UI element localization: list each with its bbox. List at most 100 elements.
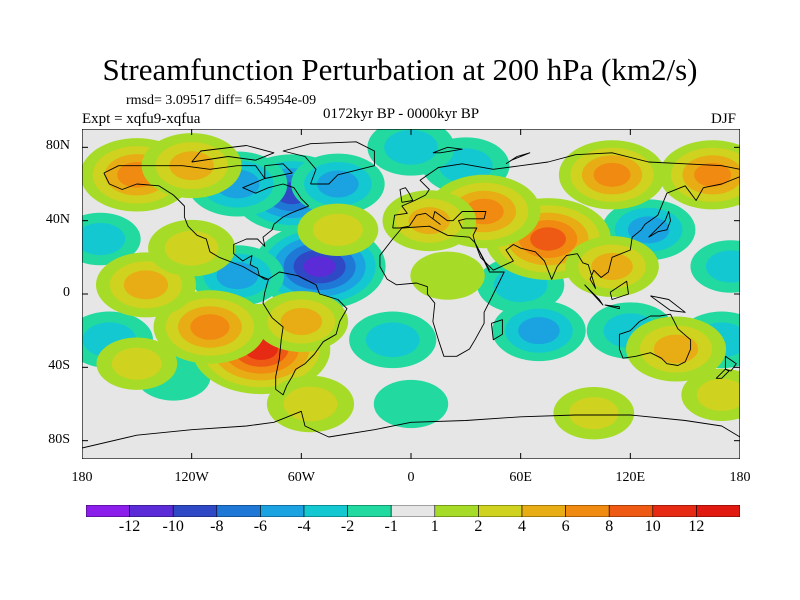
y-tick-label: 0 (63, 285, 70, 300)
x-tick-label: 0 (407, 470, 415, 485)
coastline (648, 211, 671, 238)
period-label: 0172kyr BP - 0000kyr BP (323, 106, 480, 122)
colorbar-label: -4 (297, 518, 311, 535)
field-contour (190, 314, 230, 340)
colorbar-label: 12 (688, 518, 705, 535)
coastline (474, 242, 490, 271)
colorbar-label: 8 (605, 518, 614, 535)
experiment-label: Expt = xqfu9-xqfua (82, 111, 201, 127)
coastline (392, 152, 740, 229)
colorbar-swatch (608, 505, 654, 517)
field-contour (410, 251, 485, 300)
x-tick-label: 180 (71, 470, 93, 485)
field-contour (627, 216, 670, 244)
colorbar-label: 6 (561, 518, 570, 535)
colorbar-swatch (347, 505, 392, 517)
field-contour (280, 308, 323, 335)
colorbar-swatch (565, 505, 610, 517)
stats-label: rmsd= 3.09517 diff= 6.54954e-09 (126, 93, 317, 108)
field-contour (694, 162, 732, 187)
colorbar-swatch (260, 505, 305, 517)
colorbar-swatch (521, 505, 566, 517)
field-contour (169, 151, 214, 181)
coastline (618, 313, 692, 366)
x-tick-label: 180 (729, 470, 751, 485)
season-label: DJF (711, 111, 737, 127)
colorbar-label: 10 (644, 518, 661, 535)
field-contour (384, 129, 438, 165)
field-contour (317, 170, 359, 198)
colorbar-swatch (434, 505, 479, 517)
x-tick-label: 120E (615, 470, 646, 485)
y-tick-label: 40S (48, 358, 70, 374)
colorbar-label: -8 (210, 518, 224, 535)
field-contour (408, 207, 451, 235)
field-contour (530, 227, 566, 251)
coastlines (82, 141, 740, 449)
field-contour (111, 347, 162, 380)
coastline (715, 368, 730, 379)
coastline (264, 163, 293, 179)
coastline (505, 152, 531, 165)
perturbation-field (82, 129, 740, 440)
field-contour (303, 256, 336, 277)
x-tick-label: 60E (509, 470, 532, 485)
coastline (262, 271, 348, 396)
coastline (392, 176, 740, 289)
colorbar-swatch (86, 505, 130, 517)
colorbar-label: -12 (118, 518, 141, 535)
colorbar-swatch (216, 505, 261, 517)
colorbar-label: -10 (162, 518, 184, 535)
coastline (609, 280, 629, 300)
field-contour (283, 386, 338, 422)
y-tick-label: 80N (45, 138, 70, 154)
field-contour (696, 378, 740, 411)
colorbar-swatch (303, 505, 348, 517)
plot-title: Streamfunction Perturbation at 200 hPa (… (102, 52, 698, 87)
colorbar-swatch (390, 505, 436, 517)
colorbar (86, 505, 740, 517)
axis-ticks (82, 129, 740, 459)
x-tick-label: 120W (174, 470, 209, 485)
colorbar-label: -6 (253, 518, 268, 535)
field-contour (653, 334, 699, 364)
x-tick-label: 60W (287, 470, 315, 485)
colorbar-swatch (652, 505, 697, 517)
field-contour (164, 230, 219, 266)
field-contour (705, 250, 740, 283)
field-contour (82, 222, 126, 256)
colorbar-swatch (172, 505, 218, 517)
field-contour (123, 270, 169, 300)
coastline (282, 141, 375, 185)
y-tick-label: 40N (45, 211, 70, 227)
coastline (379, 225, 505, 357)
coastline (604, 304, 620, 310)
coastline (191, 145, 275, 163)
field-contour (593, 162, 631, 187)
colorbar-label: 1 (430, 518, 439, 535)
colorbar-label: 4 (518, 518, 526, 535)
field-contour (439, 148, 493, 184)
coastline (650, 295, 686, 313)
coastline (490, 319, 503, 341)
field-contour (568, 397, 619, 430)
colorbar-label: 2 (474, 518, 483, 535)
y-tick-label: 80S (48, 431, 70, 447)
map-plot (82, 129, 740, 459)
field-contour (518, 317, 560, 345)
coastline (399, 187, 414, 203)
coastline (724, 355, 737, 372)
field-contour (365, 322, 420, 358)
coastline (82, 410, 740, 449)
colorbar-label: -2 (340, 518, 355, 535)
field-contour (591, 253, 633, 280)
field-contour (312, 213, 363, 246)
colorbar-label: -1 (384, 518, 398, 535)
colorbar-swatch (129, 505, 174, 517)
colorbar-swatch (696, 505, 740, 517)
field-contour (373, 379, 449, 429)
coastline (103, 165, 310, 280)
colorbar-swatch (478, 505, 523, 517)
coastline (432, 146, 463, 154)
coastline (584, 284, 604, 306)
